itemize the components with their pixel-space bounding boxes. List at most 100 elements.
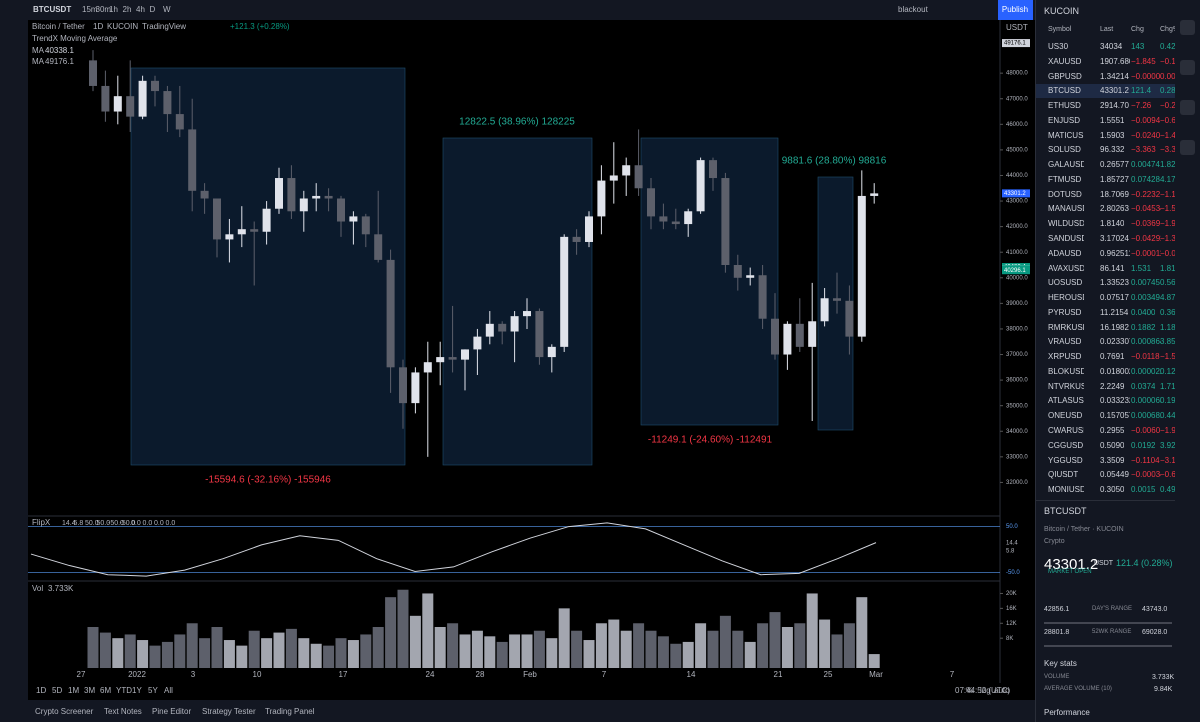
cell: 1.18% xyxy=(1160,322,1183,332)
cell: 0.157057 xyxy=(1100,411,1130,421)
watchlist-row[interactable]: VRAUSD 0.02330760.0008643.85% xyxy=(1036,335,1183,349)
period[interactable]: 6M xyxy=(100,686,111,695)
watchlist-row[interactable]: BTCUSD 43301.2 121.4 0.28% xyxy=(1036,84,1183,99)
layout-name[interactable]: blackout xyxy=(898,5,929,14)
watchlist-row[interactable]: MONIUSD 0.3050 0.0015 0.49% xyxy=(1036,483,1183,497)
cell: 1.81% xyxy=(1160,263,1183,273)
candle-body xyxy=(659,216,668,222)
scale-button[interactable]: auto xyxy=(994,686,1010,695)
flipx-param: -50.0 xyxy=(120,520,136,527)
watchlist-row[interactable]: WILDUSD 1.8140 −0.0369 −1.99% xyxy=(1036,217,1187,231)
watchlist-row[interactable]: SANDUSD 3.17024−0.04292−1.34% xyxy=(1036,232,1187,246)
interval[interactable]: W xyxy=(163,5,171,14)
symbol[interactable]: BTCUSDT xyxy=(33,5,71,14)
scale-button[interactable]: log xyxy=(980,686,991,695)
scale-button[interactable]: % xyxy=(966,686,973,695)
watchlist-row[interactable]: PYRUSD 11.2154 0.0400 0.36% xyxy=(1036,306,1183,320)
level-label: 50.0 xyxy=(1006,524,1018,530)
publish[interactable]: Publish xyxy=(1002,5,1028,14)
icon[interactable] xyxy=(1180,60,1195,75)
tab[interactable]: Crypto Screener xyxy=(35,707,94,716)
tab[interactable]: Text Notes xyxy=(104,707,142,716)
cell: BLOKUSD xyxy=(1048,366,1084,376)
period[interactable]: 1M xyxy=(68,686,79,695)
candle-body xyxy=(733,265,742,278)
watchlist-row[interactable]: XAUUSD 1907.680−1.845 −0.10% xyxy=(1036,55,1187,69)
y-tick-label: 16K xyxy=(1006,606,1017,612)
volume-bar xyxy=(843,623,855,668)
watchlist-row[interactable]: MANAUSD 2.80263−0.04534−1.59% xyxy=(1036,202,1187,216)
watchlist-row[interactable]: ENJUSD 1.5551 −0.0094 −0.60% xyxy=(1036,114,1187,128)
volume-bar xyxy=(608,619,620,668)
period[interactable]: 5Y xyxy=(148,686,158,695)
watchlist-row[interactable]: AVAXUSD 86.141 1.531 1.81% xyxy=(1036,262,1183,276)
period[interactable]: 3M xyxy=(84,686,95,695)
watchlist-row[interactable]: UOSUSD 1.33523 0.00745 0.56% xyxy=(1036,276,1183,290)
icon[interactable] xyxy=(1180,20,1195,35)
interval[interactable]: 2h xyxy=(123,5,132,14)
watchlist-row[interactable]: MATICUSD 1.5903 −0.0240−1.49% xyxy=(1036,129,1187,143)
watchlist-row[interactable]: YGGUSD 3.3509 −0.1104 −3.19% xyxy=(1036,454,1187,468)
candle-body xyxy=(795,323,804,347)
tab[interactable]: Trading Panel xyxy=(265,707,315,716)
watchlist-row[interactable]: SOLUSD 96.332 −3.363 −3.37% xyxy=(1036,143,1187,157)
watchlist-row[interactable]: ONEUSD 0.1570570.0006810.44% xyxy=(1036,409,1183,423)
volume-bar xyxy=(360,634,372,668)
interval[interactable]: 4h xyxy=(136,5,145,14)
icon[interactable] xyxy=(1180,140,1195,155)
watchlist-row[interactable]: US30 34034 143 0.42% xyxy=(1036,40,1183,54)
watchlist-row[interactable]: ADAUSD 0.962511 −0.00011 −0.01% xyxy=(1036,247,1187,261)
y-tick-label: 48000.0 xyxy=(1006,71,1028,77)
volume-bar xyxy=(211,627,223,668)
volume-bar xyxy=(670,643,682,668)
tab[interactable]: Strategy Tester xyxy=(202,707,256,716)
publish-button[interactable] xyxy=(998,0,1033,20)
watchlist-title[interactable]: KUCOIN xyxy=(1044,6,1080,16)
cell: −0.00011 xyxy=(1131,248,1161,258)
candle-body xyxy=(820,298,829,322)
interval[interactable]: 15m xyxy=(82,5,98,14)
candle-body xyxy=(361,216,370,235)
tab[interactable]: Pine Editor xyxy=(152,707,191,716)
watchlist-row[interactable]: FTMUSD 1.85727 0.07428 4.17% xyxy=(1036,173,1183,187)
watchlist-row[interactable]: QIUSDT 0.05449−0.00034−0.62% xyxy=(1036,468,1187,482)
top-bar xyxy=(0,0,1035,20)
period[interactable]: All xyxy=(164,686,173,695)
watchlist-row[interactable]: NTVRKUSD 2.2249 0.0374 1.71% xyxy=(1036,380,1183,394)
volume-bar xyxy=(509,634,521,668)
y-tick-label: 38000.0 xyxy=(1006,327,1028,333)
watchlist-row[interactable]: CGGUSD 0.5090 0.0192 3.92% xyxy=(1036,439,1183,453)
y-tick-label: 43000.0 xyxy=(1006,199,1028,205)
x-tick-label: 28 xyxy=(476,670,485,679)
watchlist-row[interactable]: DOTUSD 18.7069 −0.2232 −1.18% xyxy=(1036,188,1187,202)
cell: −0.00004 xyxy=(1131,71,1161,81)
watchlist-row[interactable]: GBPUSD 1.34214−0.000040.00% xyxy=(1036,70,1183,84)
watchlist-row[interactable]: ETHUSD 2914.70 −7.26 −0.25% xyxy=(1036,99,1187,113)
interval[interactable]: 30m xyxy=(96,5,112,14)
column-header: Last xyxy=(1100,26,1114,33)
watchlist-row[interactable]: BLOKUSD 0.0180020.0000220.12% xyxy=(1036,365,1183,379)
watchlist-row[interactable]: XRPUSD 0.7691 −0.0118 −1.51% xyxy=(1036,350,1187,364)
interval[interactable]: 1h xyxy=(109,5,118,14)
watchlist-panel: KUCOIN Symbol Last Chg Chg% US30 34034 143 0.42… xyxy=(1035,0,1187,722)
period[interactable]: 5D xyxy=(52,686,62,695)
period[interactable]: 1D xyxy=(36,686,46,695)
period[interactable]: 1Y xyxy=(132,686,142,695)
interval[interactable]: D xyxy=(150,5,156,14)
watchlist-row[interactable]: ATLASUSD 0.03323250.0000630.19% xyxy=(1036,394,1183,408)
cell: GBPUSD xyxy=(1048,71,1082,81)
watchlist-row[interactable]: GALAUSD 0.26577 0.00474 1.82% xyxy=(1036,158,1183,172)
period[interactable]: YTD xyxy=(116,686,132,695)
x-tick-label: 17 xyxy=(339,670,348,679)
icon[interactable] xyxy=(1180,100,1195,115)
detail-currency: USDT xyxy=(1094,560,1114,567)
watchlist-row[interactable]: CWARUSD 0.2955 −0.0060−1.99% xyxy=(1036,424,1187,438)
candle-body xyxy=(151,80,159,92)
cell: 11.2154 xyxy=(1100,307,1129,317)
cell: −1.51% xyxy=(1160,352,1188,362)
cell: −1.59% xyxy=(1160,204,1188,214)
volume-bar xyxy=(521,634,533,668)
detail-price: 43301.2 xyxy=(1044,556,1099,573)
